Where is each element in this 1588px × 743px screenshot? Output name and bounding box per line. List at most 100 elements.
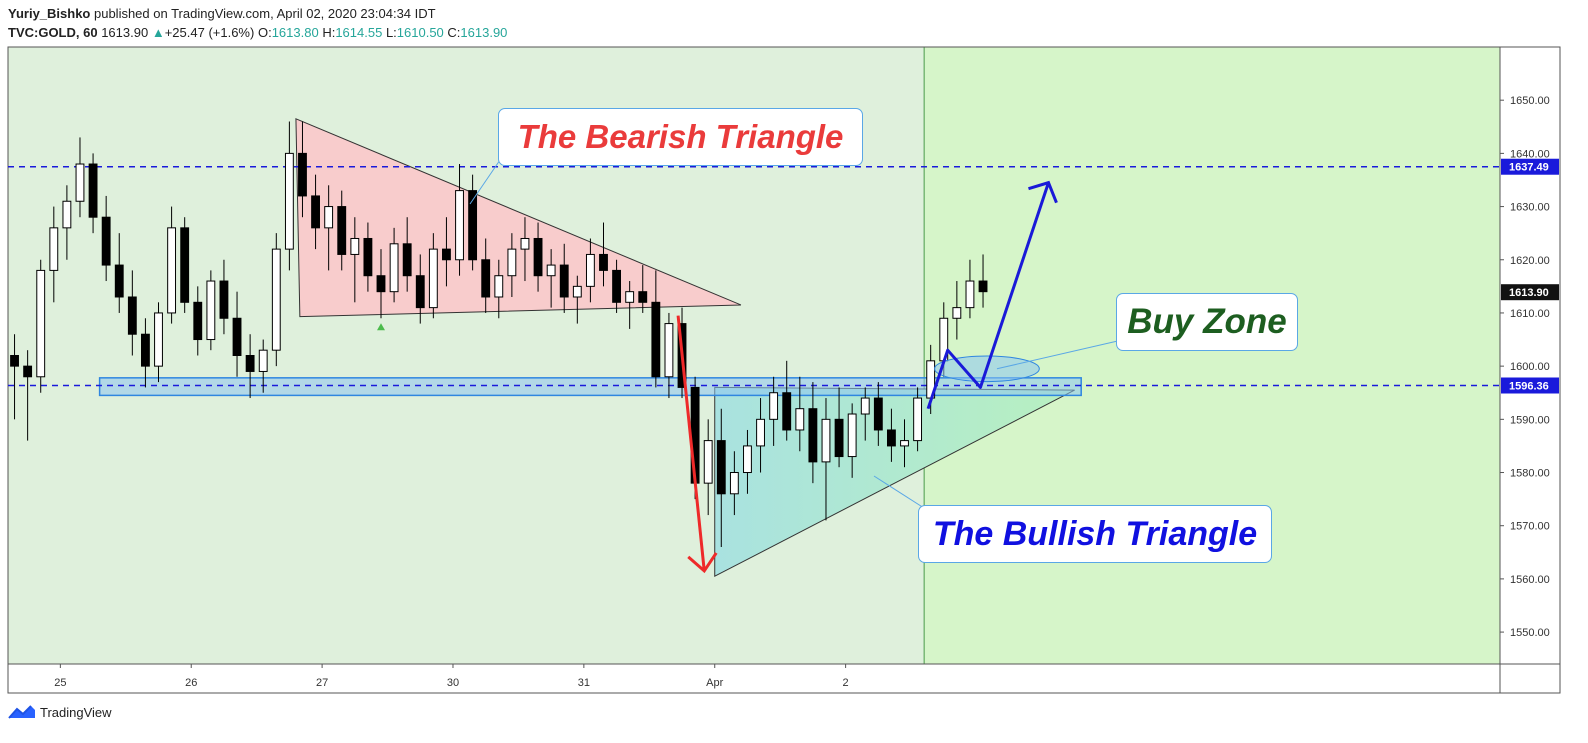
publish-line: Yuriy_Bishko published on TradingView.co… bbox=[8, 6, 436, 21]
last-price: 1613.90 bbox=[101, 25, 149, 40]
candle bbox=[402, 217, 412, 292]
candle-body bbox=[782, 392, 792, 431]
candle bbox=[101, 195, 111, 282]
candle-body bbox=[546, 264, 556, 277]
candle bbox=[49, 206, 59, 303]
blue-up-path[interactable] bbox=[926, 182, 1050, 410]
candle-body bbox=[402, 243, 412, 277]
buy-zone-label[interactable]: Buy Zone bbox=[1116, 293, 1298, 351]
y-tick-label: 1640.00 bbox=[1510, 148, 1550, 160]
candle bbox=[258, 339, 268, 393]
open-label: O: bbox=[257, 25, 272, 40]
level-badge-1 bbox=[1501, 377, 1559, 394]
candle bbox=[481, 238, 491, 313]
candle bbox=[389, 227, 399, 303]
candle bbox=[206, 270, 216, 351]
candle bbox=[415, 254, 425, 324]
candle bbox=[455, 164, 464, 276]
candle bbox=[363, 222, 373, 292]
candle-body bbox=[245, 355, 255, 372]
candle-body bbox=[49, 227, 59, 271]
candle-body bbox=[743, 445, 752, 474]
high-value: 1614.55 bbox=[335, 25, 383, 40]
low-value: 1610.50 bbox=[396, 25, 444, 40]
y-tick-label: 1620.00 bbox=[1510, 255, 1550, 267]
candle-body bbox=[860, 397, 870, 415]
candle-body bbox=[36, 269, 46, 378]
candle bbox=[468, 174, 478, 271]
bullish-triangle-label[interactable]: The Bullish Triangle bbox=[918, 505, 1272, 563]
candle-body bbox=[232, 317, 242, 356]
candle bbox=[703, 419, 713, 516]
candle-body bbox=[298, 152, 307, 197]
candle bbox=[638, 265, 648, 313]
candle bbox=[428, 233, 438, 319]
y-tick-label: 1600.00 bbox=[1510, 361, 1550, 373]
candle bbox=[625, 281, 635, 329]
candle-body bbox=[101, 216, 111, 266]
candle-body bbox=[140, 333, 150, 367]
candle bbox=[533, 222, 543, 292]
candle bbox=[664, 312, 674, 399]
red-arrowhead bbox=[687, 552, 718, 574]
candle-body bbox=[75, 163, 85, 202]
x-tick-label: Apr bbox=[706, 677, 723, 689]
candle bbox=[847, 403, 857, 478]
candle-body bbox=[284, 152, 294, 250]
candle bbox=[75, 137, 85, 218]
candle bbox=[88, 153, 98, 234]
candle-body bbox=[769, 392, 779, 420]
candle bbox=[769, 376, 779, 446]
candle bbox=[376, 249, 386, 319]
candle-body bbox=[10, 355, 19, 367]
candle-body bbox=[638, 291, 648, 303]
author-name[interactable]: Yuriy_Bishko bbox=[8, 6, 91, 21]
bearish-triangle-label[interactable]: The Bearish Triangle bbox=[498, 108, 863, 166]
y-tick-label: 1650.00 bbox=[1510, 95, 1550, 107]
tradingview-footer[interactable]: TradingView bbox=[8, 704, 112, 720]
candle bbox=[337, 190, 347, 271]
close-value: 1613.90 bbox=[460, 25, 508, 40]
red-down-arrow[interactable] bbox=[676, 315, 706, 572]
candle-body bbox=[114, 264, 124, 298]
candle bbox=[167, 206, 177, 324]
level-badge-label: 1637.49 bbox=[1509, 162, 1549, 174]
candle bbox=[952, 281, 962, 340]
candle-body bbox=[154, 312, 163, 367]
candle-body bbox=[206, 280, 216, 341]
candle-body bbox=[559, 264, 569, 298]
candle bbox=[520, 217, 530, 282]
candle-body bbox=[376, 275, 386, 293]
open-value: 1613.80 bbox=[271, 25, 319, 40]
candle bbox=[350, 217, 360, 303]
high-label: H: bbox=[322, 25, 336, 40]
candle-body bbox=[324, 206, 334, 229]
candle-body bbox=[219, 280, 229, 319]
candle bbox=[756, 398, 765, 473]
buy-zone-leader bbox=[996, 339, 1123, 370]
candle bbox=[140, 318, 150, 388]
pivot-marker-icon bbox=[377, 323, 385, 331]
candle bbox=[507, 233, 517, 297]
candle-body bbox=[873, 397, 883, 431]
candle-body bbox=[834, 418, 844, 458]
candle-body bbox=[533, 237, 543, 277]
candle bbox=[612, 259, 622, 313]
candle-body bbox=[703, 440, 713, 484]
candle-body bbox=[62, 200, 72, 229]
candle-body bbox=[494, 275, 504, 298]
candle-body bbox=[363, 237, 373, 277]
candle-body bbox=[442, 248, 451, 261]
candle bbox=[10, 334, 19, 420]
y-tick-label: 1590.00 bbox=[1510, 414, 1550, 426]
support-zone[interactable] bbox=[98, 377, 1082, 397]
candle bbox=[62, 185, 72, 260]
candle bbox=[873, 382, 883, 446]
candle-body bbox=[167, 227, 177, 314]
candle bbox=[442, 217, 451, 287]
candle-body bbox=[180, 227, 190, 303]
level-badge-label: 1596.36 bbox=[1509, 380, 1549, 392]
candle bbox=[860, 387, 870, 441]
candle bbox=[795, 376, 805, 452]
candle-body bbox=[821, 418, 831, 463]
